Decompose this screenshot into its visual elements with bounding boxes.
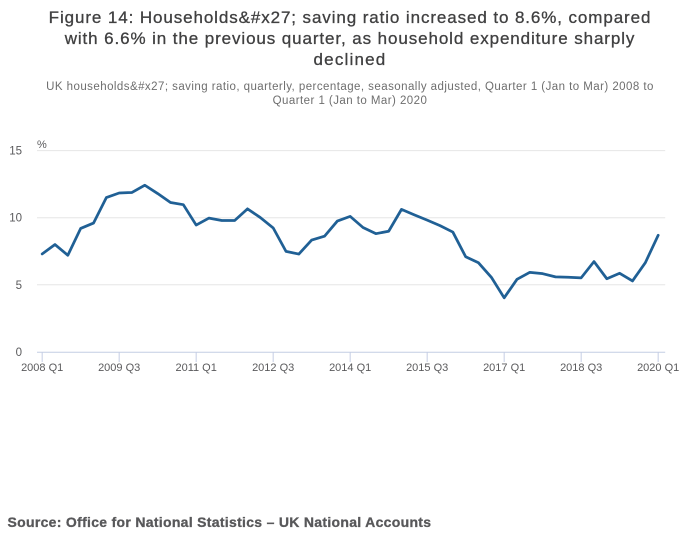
svg-text:2009 Q3: 2009 Q3 <box>98 362 140 374</box>
svg-text:0: 0 <box>16 347 22 359</box>
svg-text:%: % <box>37 139 47 151</box>
svg-text:2012 Q3: 2012 Q3 <box>252 362 294 374</box>
svg-text:2017 Q1: 2017 Q1 <box>483 362 525 374</box>
svg-text:2015 Q3: 2015 Q3 <box>406 362 448 374</box>
svg-text:10: 10 <box>9 213 22 225</box>
svg-text:2020 Q1: 2020 Q1 <box>637 362 679 374</box>
svg-text:2014 Q1: 2014 Q1 <box>329 362 371 374</box>
svg-text:2011 Q1: 2011 Q1 <box>175 362 216 374</box>
svg-text:15: 15 <box>9 146 22 158</box>
svg-text:5: 5 <box>16 280 22 292</box>
svg-text:2008 Q1: 2008 Q1 <box>21 362 63 374</box>
svg-text:2018 Q3: 2018 Q3 <box>560 362 602 374</box>
